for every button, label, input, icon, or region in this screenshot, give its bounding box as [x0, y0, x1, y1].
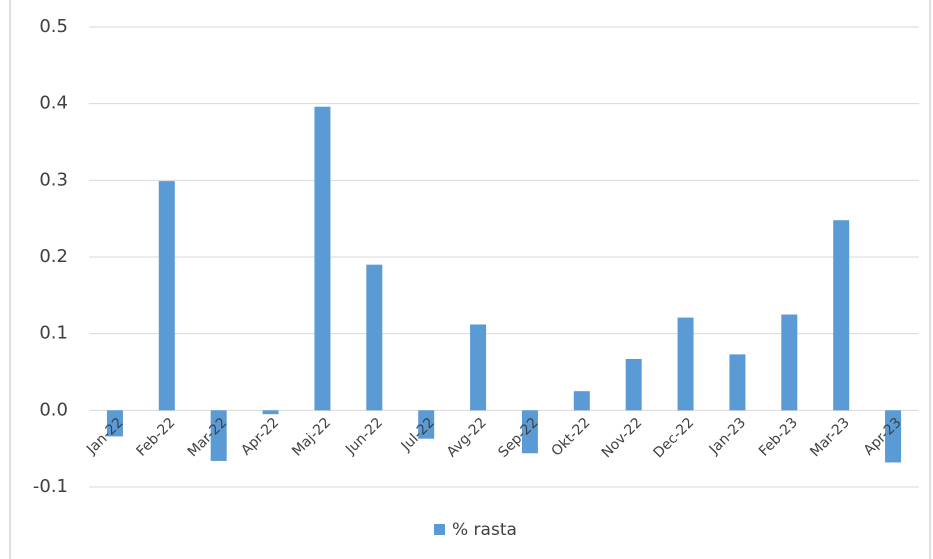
x-tick-label: Mar-23	[807, 415, 853, 461]
bar	[573, 391, 590, 411]
bar	[158, 181, 175, 411]
bar	[262, 410, 279, 415]
x-tick-label: Dec-22	[651, 415, 698, 462]
bar	[470, 324, 487, 411]
bar	[521, 410, 538, 454]
x-tick-label: Maj-22	[289, 415, 334, 460]
y-tick-label: 0.2	[39, 246, 68, 267]
bar	[729, 354, 746, 411]
x-tick-label: Avg-22	[444, 415, 490, 461]
bar	[314, 106, 331, 411]
y-tick-label: 0.5	[39, 16, 68, 37]
y-tick-label: 0.1	[39, 323, 68, 344]
y-tick-label: 0.0	[39, 399, 68, 420]
bar	[625, 358, 642, 411]
x-tick-label: Jan-23	[706, 415, 749, 458]
bar	[781, 314, 798, 411]
bar	[106, 410, 123, 437]
x-tick-label: Nov-22	[599, 415, 646, 462]
bar	[210, 410, 227, 461]
x-tick-label: Feb-22	[133, 415, 178, 460]
y-tick-label: 0.3	[39, 169, 68, 190]
x-tick-label: Apr-22	[238, 415, 282, 459]
x-tick-label: Jun-22	[342, 415, 386, 459]
x-tick-label: Feb-23	[756, 415, 801, 460]
x-tick-label: Okt-22	[549, 415, 594, 460]
bar	[366, 264, 383, 411]
x-tick-label: Jan-22	[83, 415, 126, 458]
bar	[833, 220, 850, 411]
bar	[418, 410, 435, 439]
bar	[677, 317, 694, 411]
legend-swatch	[434, 524, 445, 535]
bar	[885, 410, 902, 463]
y-tick-label: -0.1	[33, 476, 68, 497]
legend-label: % rasta	[452, 520, 517, 540]
y-tick-label: 0.4	[39, 93, 68, 114]
chart-frame	[9, 0, 931, 559]
